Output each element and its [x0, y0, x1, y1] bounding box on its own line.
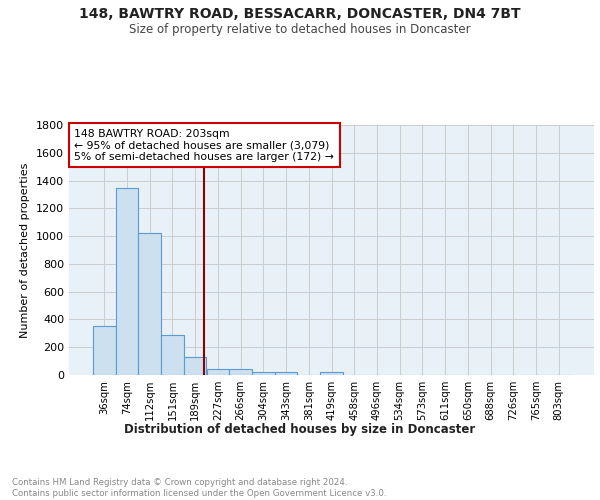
Text: Contains HM Land Registry data © Crown copyright and database right 2024.
Contai: Contains HM Land Registry data © Crown c… — [12, 478, 386, 498]
Text: 148 BAWTRY ROAD: 203sqm
← 95% of detached houses are smaller (3,079)
5% of semi-: 148 BAWTRY ROAD: 203sqm ← 95% of detache… — [74, 128, 334, 162]
Bar — [320, 372, 343, 375]
Bar — [116, 188, 139, 375]
Bar — [139, 234, 161, 375]
Bar — [184, 357, 206, 375]
Text: Distribution of detached houses by size in Doncaster: Distribution of detached houses by size … — [124, 422, 476, 436]
Bar — [206, 369, 229, 375]
Bar — [93, 326, 116, 375]
Text: 148, BAWTRY ROAD, BESSACARR, DONCASTER, DN4 7BT: 148, BAWTRY ROAD, BESSACARR, DONCASTER, … — [79, 8, 521, 22]
Bar — [252, 372, 275, 375]
Y-axis label: Number of detached properties: Number of detached properties — [20, 162, 31, 338]
Bar — [161, 334, 184, 375]
Bar — [229, 370, 252, 375]
Bar — [275, 372, 298, 375]
Text: Size of property relative to detached houses in Doncaster: Size of property relative to detached ho… — [129, 22, 471, 36]
